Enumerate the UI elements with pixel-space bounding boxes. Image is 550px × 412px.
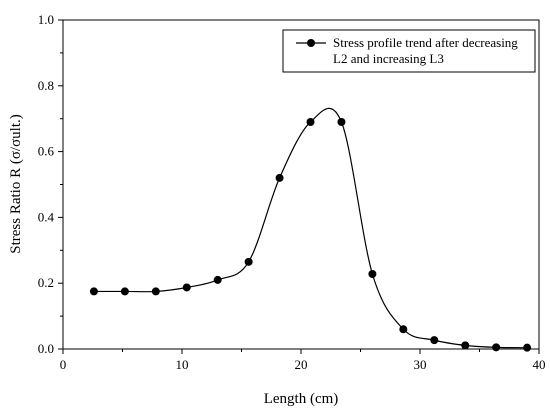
data-point	[182, 283, 191, 292]
data-point	[368, 269, 377, 278]
legend: Stress profile trend after decreasing L2…	[282, 29, 536, 73]
data-points	[89, 117, 532, 352]
legend-box	[282, 29, 536, 73]
data-point	[306, 117, 315, 126]
data-point	[430, 336, 439, 345]
data-point	[337, 117, 346, 126]
data-point	[120, 287, 129, 296]
x-tick-label: 10	[176, 357, 189, 372]
y-tick-label: 0.6	[38, 144, 55, 159]
y-tick-label: 0.4	[38, 209, 55, 224]
y-tick-label: 1.0	[38, 12, 54, 27]
x-axis-ticks: 0 10 20 30 40	[60, 349, 546, 372]
data-point	[523, 343, 532, 352]
legend-label-line-2: L2 and increasing L3	[333, 51, 444, 66]
data-point	[461, 341, 470, 350]
data-point	[244, 257, 253, 266]
y-tick-label: 0.2	[38, 275, 54, 290]
x-axis-title: Length (cm)	[264, 391, 339, 407]
data-point	[492, 343, 501, 352]
data-point	[213, 275, 222, 284]
x-tick-label: 20	[295, 357, 308, 372]
x-tick-label: 30	[414, 357, 427, 372]
x-tick-label: 0	[60, 357, 67, 372]
legend-label-line-1: Stress profile trend after decreasing	[333, 35, 518, 50]
data-point	[89, 287, 98, 296]
y-axis-title: Stress Ratio R (σ/σult.)	[8, 114, 24, 254]
legend-marker	[307, 39, 315, 47]
y-tick-label: 0.8	[38, 78, 54, 93]
x-tick-label: 40	[533, 357, 546, 372]
series-line	[93, 107, 528, 349]
y-axis-ticks: 0.0 0.2 0.4 0.6 0.8 1.0	[38, 12, 63, 356]
y-tick-label: 0.0	[38, 341, 54, 356]
data-point	[151, 287, 160, 296]
data-point	[399, 325, 408, 334]
data-point	[275, 173, 284, 182]
